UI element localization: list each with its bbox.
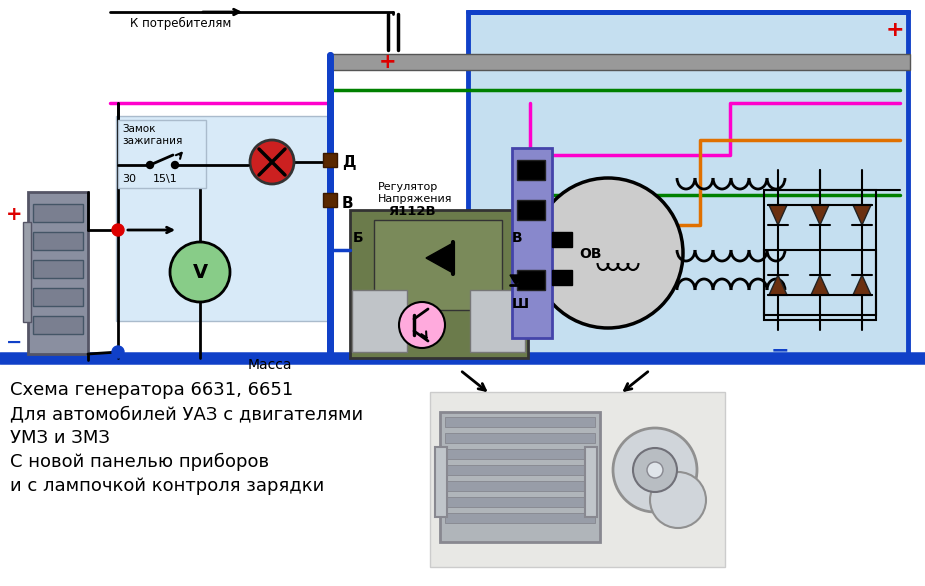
Polygon shape	[510, 275, 522, 285]
Text: К потребителям: К потребителям	[130, 17, 231, 30]
Circle shape	[647, 462, 663, 478]
Text: 15\1: 15\1	[153, 174, 178, 184]
Text: УМЗ и ЗМЗ: УМЗ и ЗМЗ	[10, 429, 110, 447]
Bar	[517, 160, 545, 180]
Polygon shape	[769, 275, 787, 295]
Circle shape	[250, 140, 294, 184]
Text: Для автомобилей УАЗ с двигателями: Для автомобилей УАЗ с двигателями	[10, 405, 364, 423]
Bar	[517, 270, 545, 290]
Text: Замок: Замок	[122, 124, 155, 134]
Text: +: +	[886, 20, 905, 40]
Bar	[440, 412, 600, 542]
Polygon shape	[811, 205, 829, 225]
Text: В: В	[342, 196, 353, 210]
Bar	[350, 210, 528, 358]
Circle shape	[112, 346, 124, 358]
Polygon shape	[811, 275, 829, 295]
Bar	[517, 200, 545, 220]
Bar	[352, 290, 407, 352]
Polygon shape	[853, 205, 871, 225]
Bar	[323, 153, 337, 167]
Polygon shape	[426, 243, 453, 273]
Bar	[468, 12, 908, 358]
Bar	[585, 447, 597, 517]
Bar	[33, 316, 83, 334]
Bar	[33, 232, 83, 250]
Text: V: V	[192, 263, 207, 281]
Circle shape	[533, 178, 683, 328]
Bar	[374, 220, 502, 310]
Circle shape	[171, 162, 179, 169]
Bar	[118, 120, 206, 188]
Bar	[445, 513, 595, 523]
Bar	[445, 417, 595, 427]
Text: Схема генератора 6631, 6651: Схема генератора 6631, 6651	[10, 381, 293, 399]
Circle shape	[170, 242, 230, 302]
Bar	[445, 433, 595, 443]
Bar	[552, 232, 572, 247]
Polygon shape	[853, 275, 871, 295]
Bar	[323, 193, 337, 207]
Text: −: −	[6, 333, 22, 352]
Bar	[23, 222, 31, 322]
Bar	[33, 288, 83, 306]
Bar	[435, 447, 447, 517]
Text: +: +	[379, 52, 397, 72]
Text: Регулятор: Регулятор	[378, 182, 438, 192]
Bar	[445, 465, 595, 475]
Text: Ш: Ш	[512, 297, 529, 311]
Bar	[33, 204, 83, 222]
Bar	[470, 290, 525, 352]
Text: С новой панелью приборов: С новой панелью приборов	[10, 453, 269, 471]
Text: Масса: Масса	[248, 358, 292, 372]
Bar	[445, 497, 595, 507]
Bar	[764, 250, 876, 315]
Circle shape	[146, 162, 154, 169]
Text: Б: Б	[353, 231, 364, 245]
Bar	[445, 449, 595, 459]
Text: и с лампочкой контроля зарядки: и с лампочкой контроля зарядки	[10, 477, 325, 495]
Bar	[430, 392, 725, 567]
Text: Напряжения: Напряжения	[378, 194, 452, 204]
Circle shape	[650, 472, 706, 528]
Text: Д: Д	[342, 155, 355, 171]
Text: +: +	[6, 205, 22, 224]
Text: зажигания: зажигания	[122, 136, 182, 146]
Circle shape	[399, 302, 445, 348]
Text: −: −	[771, 340, 789, 360]
Bar	[512, 148, 552, 338]
Text: Я112В: Я112В	[388, 205, 436, 218]
Circle shape	[613, 428, 697, 512]
Bar	[28, 192, 88, 354]
Circle shape	[633, 448, 677, 492]
Bar	[116, 116, 331, 321]
Text: ОВ: ОВ	[579, 247, 601, 261]
Polygon shape	[769, 205, 787, 225]
Text: 30: 30	[122, 174, 136, 184]
Circle shape	[112, 224, 124, 236]
Text: В: В	[512, 231, 523, 245]
Bar	[552, 270, 572, 285]
Bar	[33, 260, 83, 278]
Bar	[445, 481, 595, 491]
Bar	[764, 190, 876, 320]
Bar	[328, 54, 910, 70]
